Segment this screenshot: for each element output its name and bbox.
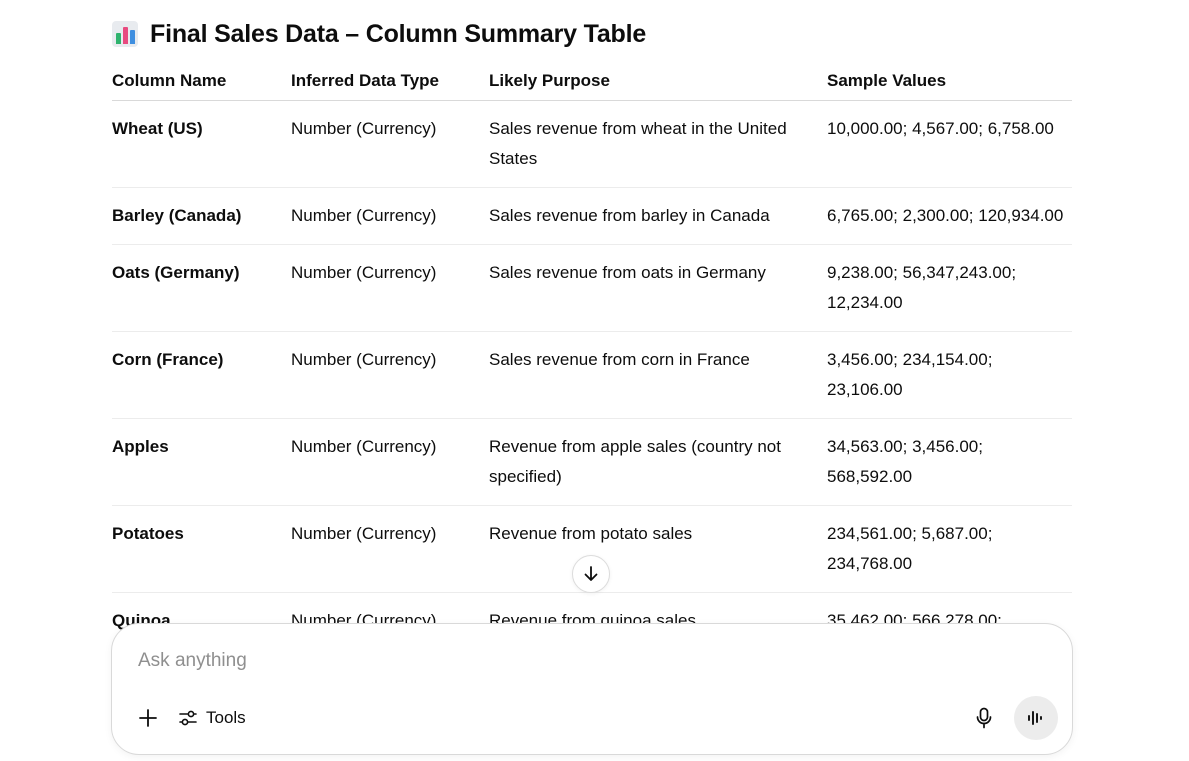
section-heading: Final Sales Data – Column Summary Table	[112, 16, 1072, 52]
cell-data-type: Number (Currency)	[291, 331, 489, 419]
header-likely-purpose: Likely Purpose	[489, 66, 827, 101]
sliders-icon	[179, 710, 197, 726]
cell-data-type: Number (Currency)	[291, 418, 489, 506]
table-header-row: Column Name Inferred Data Type Likely Pu…	[112, 66, 1072, 101]
table-row: Corn (France) Number (Currency) Sales re…	[112, 331, 1072, 419]
message-composer: Tools	[111, 623, 1073, 755]
arrow-down-icon	[584, 566, 598, 581]
cell-sample-values: 234,561.00; 5,687.00; 234,768.00	[827, 505, 1072, 593]
voice-mode-button[interactable]	[1014, 696, 1058, 740]
section-heading-text: Final Sales Data – Column Summary Table	[150, 19, 647, 48]
cell-column-name: Corn (France)	[112, 331, 291, 419]
header-inferred-data-type: Inferred Data Type	[291, 66, 489, 101]
cell-sample-values: 34,563.00; 3,456.00; 568,592.00	[827, 418, 1072, 506]
tools-label: Tools	[206, 708, 246, 727]
table-row: Apples Number (Currency) Revenue from ap…	[112, 418, 1072, 506]
cell-sample-values: 9,238.00; 56,347,243.00; 12,234.00	[827, 244, 1072, 332]
cell-purpose: Revenue from potato sales	[489, 505, 827, 593]
header-column-name: Column Name	[112, 66, 291, 101]
cell-purpose: Sales revenue from corn in France	[489, 331, 827, 419]
cell-purpose: Sales revenue from barley in Canada	[489, 187, 827, 245]
table-row: Barley (Canada) Number (Currency) Sales …	[112, 187, 1072, 245]
scroll-to-bottom-button[interactable]	[572, 555, 610, 593]
cell-data-type: Number (Currency)	[291, 187, 489, 245]
cell-column-name: Oats (Germany)	[112, 244, 291, 332]
bar-chart-emoji-icon	[112, 21, 138, 47]
prompt-input[interactable]	[138, 646, 1018, 676]
tools-button[interactable]: Tools	[178, 704, 246, 732]
cell-data-type: Number (Currency)	[291, 244, 489, 332]
cell-data-type: Number (Currency)	[291, 505, 489, 593]
cell-column-name: Barley (Canada)	[112, 187, 291, 245]
header-sample-values: Sample Values	[827, 66, 1072, 101]
cell-column-name: Wheat (US)	[112, 100, 291, 188]
cell-sample-values: 3,456.00; 234,154.00; 23,106.00	[827, 331, 1072, 419]
dictate-button[interactable]	[970, 704, 998, 732]
cell-data-type: Number (Currency)	[291, 100, 489, 188]
table-row: Oats (Germany) Number (Currency) Sales r…	[112, 244, 1072, 332]
cell-purpose: Sales revenue from oats in Germany	[489, 244, 827, 332]
cell-sample-values: 6,765.00; 2,300.00; 120,934.00	[827, 187, 1072, 245]
microphone-icon	[976, 707, 992, 729]
cell-purpose: Revenue from apple sales (country not sp…	[489, 418, 827, 506]
cell-sample-values: 10,000.00; 4,567.00; 6,758.00	[827, 100, 1072, 188]
cell-column-name: Apples	[112, 418, 291, 506]
table-row: Potatoes Number (Currency) Revenue from …	[112, 505, 1072, 593]
cell-purpose: Sales revenue from wheat in the United S…	[489, 100, 827, 188]
cell-column-name: Potatoes	[112, 505, 291, 593]
plus-icon	[139, 709, 157, 727]
add-attachment-button[interactable]	[134, 704, 162, 732]
voice-waveform-icon	[1028, 711, 1042, 725]
table-row: Wheat (US) Number (Currency) Sales reven…	[112, 100, 1072, 188]
